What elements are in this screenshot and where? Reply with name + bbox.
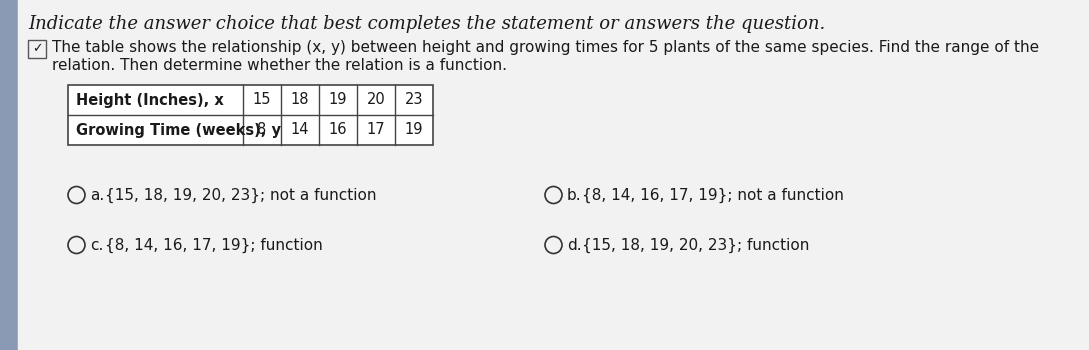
Text: 18: 18 — [291, 92, 309, 107]
Text: ✓: ✓ — [32, 42, 42, 56]
Text: 14: 14 — [291, 122, 309, 138]
Text: 17: 17 — [367, 122, 386, 138]
Bar — [0, 0, 19, 350]
Text: {8, 14, 16, 17, 19}; not a function: {8, 14, 16, 17, 19}; not a function — [582, 187, 844, 203]
Text: 15: 15 — [253, 92, 271, 107]
Text: b.: b. — [567, 188, 582, 203]
Text: {15, 18, 19, 20, 23}; function: {15, 18, 19, 20, 23}; function — [582, 237, 809, 253]
Text: Growing Time (weeks), y: Growing Time (weeks), y — [76, 122, 281, 138]
Text: 20: 20 — [367, 92, 386, 107]
Text: 16: 16 — [329, 122, 347, 138]
Bar — [28, 40, 46, 58]
Text: c.: c. — [90, 238, 103, 252]
Text: {15, 18, 19, 20, 23}; not a function: {15, 18, 19, 20, 23}; not a function — [105, 187, 377, 203]
Bar — [68, 85, 433, 145]
Text: d.: d. — [567, 238, 582, 252]
Text: 23: 23 — [405, 92, 424, 107]
Text: {8, 14, 16, 17, 19}; function: {8, 14, 16, 17, 19}; function — [105, 237, 322, 253]
Text: 19: 19 — [329, 92, 347, 107]
Text: The table shows the relationship (x, y) between height and growing times for 5 p: The table shows the relationship (x, y) … — [52, 40, 1039, 55]
Text: 19: 19 — [405, 122, 424, 138]
Text: relation. Then determine whether the relation is a function.: relation. Then determine whether the rel… — [52, 58, 507, 73]
Text: a.: a. — [90, 188, 105, 203]
Text: 8: 8 — [257, 122, 267, 138]
Text: Height (Inches), x: Height (Inches), x — [76, 92, 223, 107]
Text: Indicate the answer choice that best completes the statement or answers the ques: Indicate the answer choice that best com… — [28, 15, 825, 33]
